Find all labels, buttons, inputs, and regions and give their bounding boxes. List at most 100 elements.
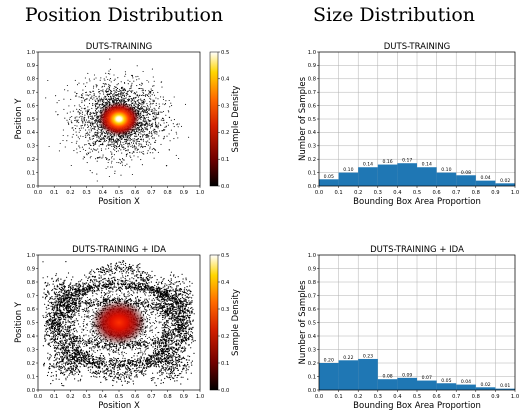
scatter-point	[64, 117, 66, 119]
scatter-point	[86, 315, 88, 317]
scatter-point	[111, 348, 113, 350]
scatter-point	[111, 166, 114, 168]
scatter-point	[103, 135, 106, 137]
scatter-point	[168, 329, 171, 331]
scatter-point	[160, 354, 162, 356]
scatter-point	[140, 133, 142, 135]
scatter-point	[160, 111, 162, 113]
scatter-point	[111, 157, 113, 159]
y-tick-label: 0.0	[308, 184, 316, 190]
scatter-point	[174, 323, 176, 325]
scatter-point	[115, 362, 117, 364]
scatter-point	[108, 87, 111, 89]
scatter-point	[162, 138, 164, 140]
scatter-point	[74, 91, 76, 93]
scatter-point	[72, 133, 74, 135]
scatter-point	[96, 157, 98, 159]
scatter-point	[104, 357, 106, 359]
scatter-point	[97, 148, 99, 150]
scatter-point	[153, 141, 156, 143]
scatter-point	[150, 131, 153, 133]
scatter-point	[130, 85, 132, 87]
scatter-point	[111, 145, 113, 147]
scatter-point	[136, 275, 138, 277]
scatter-point	[99, 144, 101, 146]
scatter-point	[131, 281, 133, 283]
x-tick-label: 0.4	[99, 394, 108, 400]
scatter-point	[142, 136, 144, 138]
scatter-point	[135, 136, 137, 138]
scatter-point	[118, 93, 120, 95]
scatter-point	[157, 91, 159, 93]
scatter-point	[114, 350, 116, 352]
scatter-point	[47, 79, 49, 82]
x-tick-label: 0.6	[131, 190, 139, 196]
scatter-point	[90, 355, 92, 357]
scatter-point	[152, 152, 154, 154]
scatter-point	[138, 128, 140, 130]
scatter-point	[98, 126, 100, 128]
scatter-point	[108, 147, 110, 149]
scatter-point	[113, 142, 115, 144]
scatter-point	[89, 137, 91, 139]
scatter-point	[144, 353, 146, 355]
scatter-point	[65, 342, 67, 344]
scatter-point	[143, 92, 145, 94]
scatter-point	[141, 341, 143, 343]
scatter-point	[150, 312, 152, 314]
scatter-point	[85, 324, 88, 326]
scatter-point	[117, 90, 119, 93]
scatter-point	[87, 110, 89, 113]
scatter-point	[119, 360, 121, 362]
y-tick-label: 0.2	[308, 157, 316, 163]
scatter-point	[108, 138, 110, 140]
scatter-point	[117, 278, 119, 281]
scatter-point	[135, 340, 137, 342]
scatter-point	[88, 335, 90, 337]
scatter-point	[80, 115, 82, 117]
scatter-point	[149, 148, 151, 150]
scatter-point	[86, 113, 88, 115]
scatter-point	[104, 136, 106, 138]
scatter-point	[103, 85, 106, 87]
scatter-point	[88, 99, 90, 101]
scatter-point	[123, 345, 125, 348]
scatter-point	[111, 90, 113, 92]
scatter-point	[85, 129, 87, 131]
scatter-point	[107, 95, 109, 98]
scatter-point	[82, 283, 84, 285]
x-tick-label: 0.0	[315, 190, 323, 196]
scatter-point	[58, 313, 60, 315]
scatter-point	[109, 73, 111, 75]
scatter-point	[93, 347, 95, 349]
scatter-point	[152, 76, 154, 78]
x-axis-label: Bounding Box Area Proportion	[353, 197, 481, 207]
scatter-point	[148, 81, 150, 83]
scatter-point	[130, 156, 132, 158]
scatter-point	[134, 132, 137, 134]
scatter-point	[84, 300, 86, 302]
scatter-point	[75, 131, 77, 133]
scatter-point	[103, 105, 105, 107]
scatter-point	[142, 102, 144, 104]
scatter-point	[102, 281, 104, 283]
scatter-point	[88, 120, 90, 122]
scatter-point	[154, 133, 156, 135]
scatter-point	[82, 93, 84, 95]
scatter-point	[124, 138, 127, 140]
scatter-point	[104, 283, 106, 285]
scatter-point	[114, 97, 116, 99]
scatter-point	[144, 131, 146, 133]
scatter-point	[152, 310, 155, 313]
scatter-point	[100, 141, 102, 143]
scatter-point	[93, 149, 95, 151]
scatter-point	[78, 128, 80, 130]
scatter-point	[86, 154, 88, 156]
scatter-point	[155, 112, 157, 114]
scatter-point	[67, 135, 69, 137]
scatter-point	[81, 328, 83, 330]
scatter-point	[145, 334, 147, 336]
bar-value-label: 0.14	[363, 162, 373, 168]
scatter-point	[158, 135, 160, 137]
scatter-point	[146, 110, 148, 112]
